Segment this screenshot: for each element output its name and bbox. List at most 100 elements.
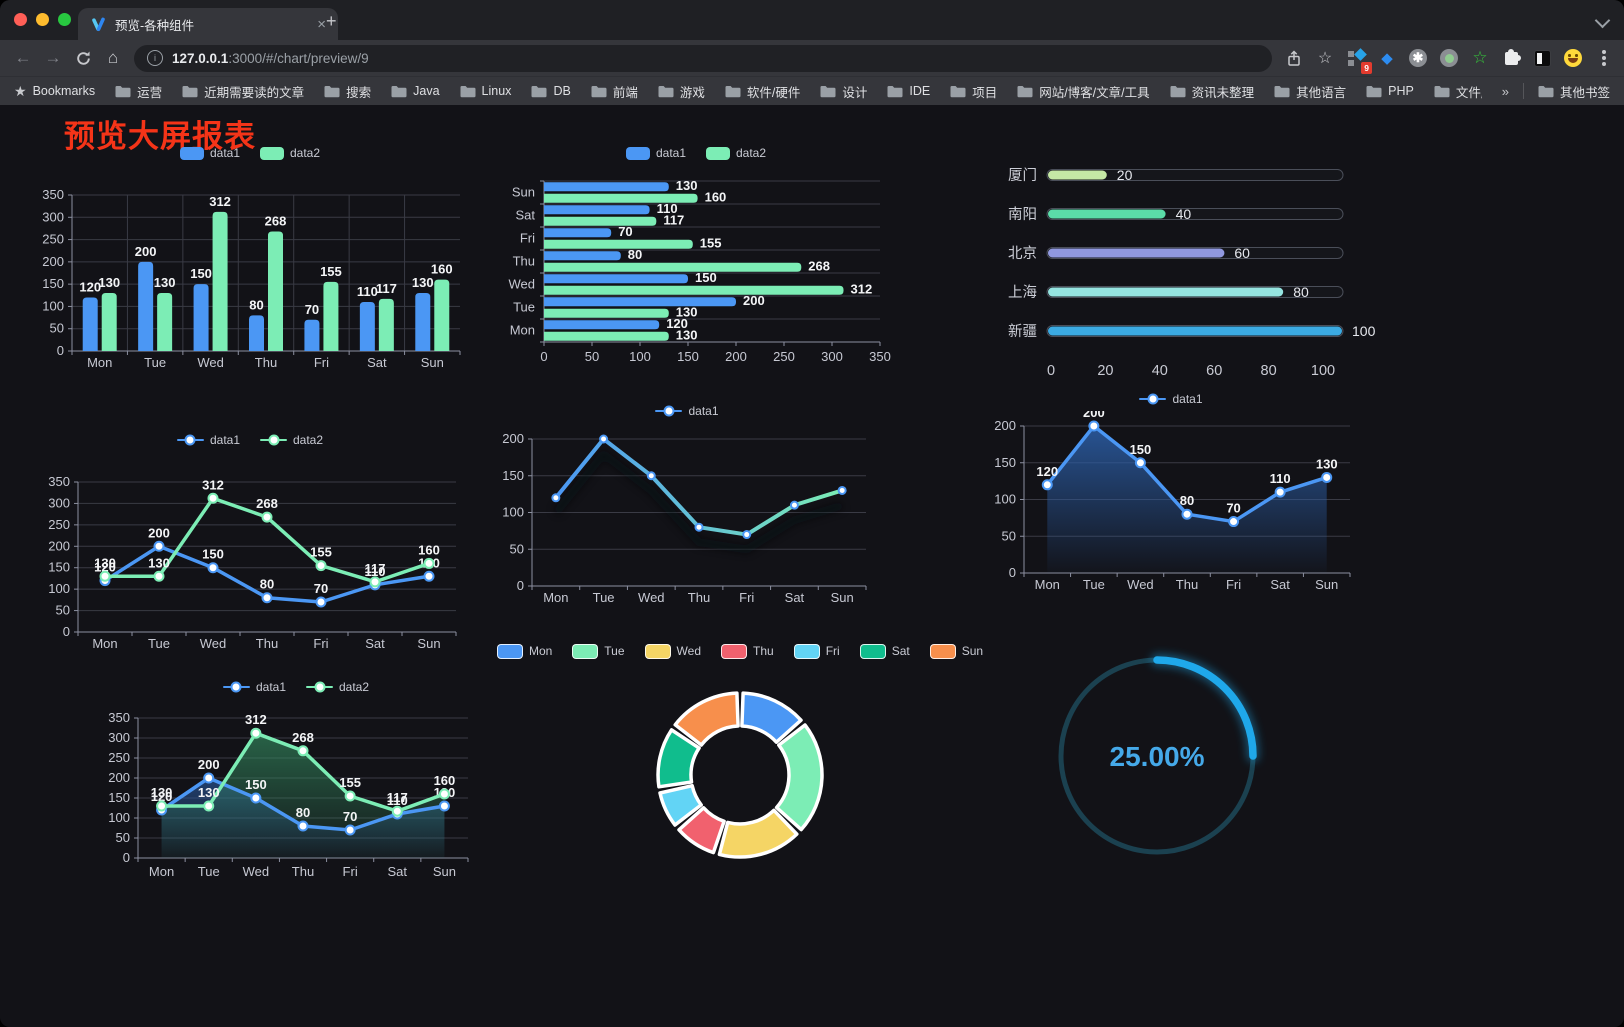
legend-line-marker (655, 405, 683, 417)
svg-text:200: 200 (108, 770, 130, 785)
svg-text:70: 70 (314, 581, 328, 596)
asterisk-circle-icon: ✱ (1409, 49, 1427, 67)
svg-text:80: 80 (260, 577, 274, 592)
legend-item-data1[interactable]: data1 (179, 146, 240, 160)
chart-area-single[interactable]: data1 0 50 100 150 200 Mon Tue Wed Thu Fri Sat Sun 12… (978, 383, 1364, 605)
legend-item-Sat[interactable]: Sat (859, 643, 910, 659)
chart-percent-gauge[interactable]: 25.00% (1032, 631, 1282, 881)
close-window-button[interactable] (14, 13, 27, 26)
star-icon: ☆ (1317, 50, 1333, 67)
legend-item-data2[interactable]: data2 (260, 433, 323, 447)
chart-grouped-bar[interactable]: data1 data2 0 50 100 150 200 250 300 350 Mon Tue Wed… (32, 141, 468, 375)
extension-settings[interactable]: ✱ (1406, 46, 1430, 70)
home-button[interactable]: ⌂ (107, 48, 119, 67)
legend-item-Mon[interactable]: Mon (496, 643, 552, 659)
svg-text:117: 117 (663, 212, 684, 227)
bookmarks-manager-item[interactable]: ★ Bookmarks (14, 83, 95, 100)
reload-icon (76, 50, 90, 65)
bookmark-folder[interactable]: 网站/博客/文章/工具 (1017, 82, 1150, 101)
browser-tab[interactable]: 预览-各种组件 × (78, 8, 338, 40)
svg-text:Sat: Sat (367, 355, 387, 370)
svg-text:Tue: Tue (198, 864, 220, 879)
legend-item-Sun[interactable]: Sun (929, 643, 983, 659)
bookmarks-overflow-button[interactable]: » (1501, 83, 1509, 99)
tab-close-icon[interactable]: × (317, 15, 326, 33)
bookmark-folder[interactable]: 文件服务器 (1434, 82, 1482, 101)
legend-item-Tue[interactable]: Tue (572, 643, 625, 659)
legend-item-data1[interactable]: data1 (222, 680, 286, 694)
puzzle-icon (1504, 48, 1521, 65)
extension-star[interactable]: ☆ (1468, 46, 1492, 70)
reload-button[interactable] (68, 43, 98, 73)
extension-recorder[interactable] (1437, 46, 1461, 70)
legend-item-Thu[interactable]: Thu (721, 643, 774, 659)
bookmark-folder[interactable]: 其他语言 (1274, 82, 1346, 101)
extension-gem[interactable]: ◆ (1375, 46, 1399, 70)
extension-tampermonkey[interactable]: 9 (1344, 46, 1372, 74)
svg-text:110: 110 (357, 284, 378, 299)
svg-text:Thu: Thu (292, 864, 314, 879)
tab-search-chevron-icon[interactable] (1594, 12, 1611, 29)
legend-item-Wed[interactable]: Wed (644, 643, 701, 659)
svg-text:70: 70 (618, 224, 632, 239)
chart-weekday-donut[interactable]: Mon Tue Wed Thu Fri Sat Sun (496, 633, 983, 883)
address-bar[interactable]: i 127.0.0.1:3000/#/chart/preview/9 (134, 44, 1272, 72)
legend-item-Fri[interactable]: Fri (793, 643, 840, 659)
legend-item-data2[interactable]: data2 (306, 680, 369, 694)
zoom-window-button[interactable] (58, 13, 71, 26)
bookmark-folder[interactable]: 设计 (820, 82, 867, 101)
legend-item-data1[interactable]: data1 (625, 146, 686, 160)
bookmark-folder[interactable]: IDE (887, 84, 930, 98)
extensions-menu-button[interactable] (1499, 46, 1523, 70)
svg-text:Fri: Fri (520, 231, 535, 246)
site-info-icon[interactable]: i (147, 50, 163, 66)
chart-line-gradient[interactable]: data1 0 50 100 150 200 Mon Tue Wed Thu Fri Sat Sun (492, 393, 882, 619)
bookmark-folder[interactable]: DB (531, 84, 571, 98)
bookmark-folder[interactable]: PHP (1366, 84, 1414, 98)
bookmark-folder[interactable]: 运营 (115, 82, 162, 101)
svg-text:300: 300 (42, 209, 64, 224)
svg-text:50: 50 (116, 830, 130, 845)
svg-text:Wed: Wed (1127, 577, 1154, 592)
extension-emoji[interactable] (1561, 46, 1585, 70)
three-dot-menu-icon (1602, 56, 1606, 60)
extension-dark-reader[interactable] (1530, 46, 1554, 70)
folder-icon (658, 85, 674, 97)
legend-item-data1[interactable]: data1 (655, 404, 719, 418)
chart-horizontal-bar[interactable]: data1 data2 0 50 100 150 200 250 300 350 Sun Sat Fri… (496, 141, 896, 375)
bookmark-folder[interactable]: 近期需要读的文章 (182, 82, 304, 101)
minimize-window-button[interactable] (36, 13, 49, 26)
svg-text:0: 0 (1009, 565, 1016, 580)
svg-text:Fri: Fri (1226, 577, 1241, 592)
svg-text:160: 160 (431, 262, 453, 277)
bookmark-folder[interactable]: 游戏 (658, 82, 705, 101)
bookmark-folder[interactable]: Java (391, 84, 440, 98)
share-button[interactable] (1282, 46, 1306, 70)
svg-text:300: 300 (821, 349, 843, 364)
bookmark-folder[interactable]: 资讯未整理 (1170, 82, 1254, 101)
browser-menu-button[interactable] (1592, 46, 1616, 70)
bookmark-folder[interactable]: 项目 (950, 82, 997, 101)
legend-item-data2[interactable]: data2 (260, 146, 320, 160)
new-tab-button[interactable]: + (326, 11, 337, 31)
bookmark-folder[interactable]: 软件/硬件 (725, 82, 800, 101)
back-button[interactable]: ← (14, 48, 32, 67)
green-dot-circle-icon (1440, 49, 1458, 67)
legend-swatch (496, 643, 523, 659)
svg-text:50: 50 (50, 321, 64, 336)
other-bookmarks-folder[interactable]: 其他书签 (1538, 82, 1610, 101)
bookmark-folder[interactable]: 前端 (591, 82, 638, 101)
svg-text:200: 200 (725, 349, 747, 364)
bookmark-folder[interactable]: Linux (460, 84, 511, 98)
legend-item-data2[interactable]: data2 (706, 146, 766, 160)
chart-line-two-series[interactable]: data1 data2 0 50 100 150 200 250 300 350 Mon Tue Wed… (32, 416, 468, 668)
forward-button[interactable]: → (44, 48, 62, 67)
legend-item-data1[interactable]: data1 (1139, 392, 1203, 406)
bookmark-folder[interactable]: 搜索 (324, 82, 371, 101)
chart-city-progress[interactable]: 厦门 20 南阳 40 北京 60 上海 80 新疆 100 0 20 40 60 80 100 (995, 147, 1375, 387)
bookmark-this-tab-button[interactable]: ☆ (1313, 46, 1337, 70)
svg-text:110: 110 (1270, 471, 1291, 486)
legend-item-data1[interactable]: data1 (176, 433, 240, 447)
svg-text:130: 130 (154, 275, 176, 290)
chart-area-two-series[interactable]: data1 data2 0 50 100 150 200 250 300 350 Mon Tue Wed… (96, 665, 496, 903)
